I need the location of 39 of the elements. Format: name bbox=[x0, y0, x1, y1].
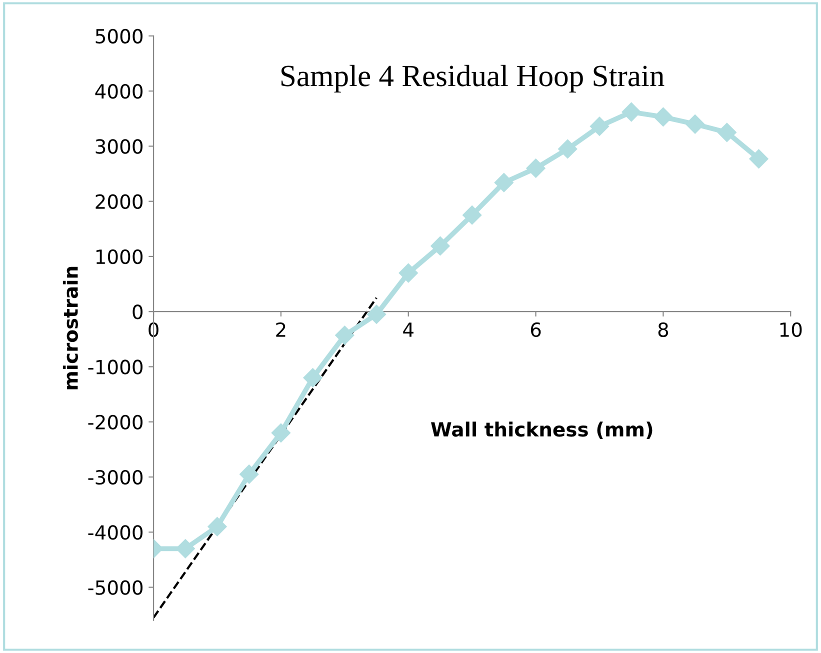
y-tick-label: -5000 bbox=[88, 580, 143, 595]
y-tick-label: -4000 bbox=[88, 525, 143, 540]
point bbox=[717, 122, 736, 142]
point bbox=[208, 517, 227, 536]
y-tick-label: 0 bbox=[132, 304, 143, 320]
y-axis-title: microstrain bbox=[62, 266, 78, 390]
point bbox=[622, 102, 641, 122]
x-axis-title: Wall thickness (mm) bbox=[431, 422, 652, 439]
y-tick-label: 2000 bbox=[96, 194, 143, 209]
y-tick-label: 3000 bbox=[96, 139, 143, 154]
x-tick-label: 4 bbox=[403, 322, 414, 337]
y-tick-label: 5000 bbox=[96, 28, 143, 44]
y-tick-label: 4000 bbox=[95, 84, 143, 99]
x-tick-label: 10 bbox=[780, 322, 802, 338]
point bbox=[430, 236, 450, 256]
point bbox=[749, 149, 768, 168]
x-tick-label: 0 bbox=[148, 322, 158, 338]
point bbox=[590, 116, 610, 136]
point bbox=[240, 464, 259, 484]
point bbox=[654, 107, 673, 126]
y-tick-label: -3000 bbox=[88, 470, 143, 485]
point bbox=[398, 263, 418, 283]
point bbox=[176, 539, 195, 558]
point bbox=[335, 326, 354, 345]
x-tick-label: 8 bbox=[658, 322, 668, 338]
point bbox=[271, 423, 290, 442]
y-tick-label: -2000 bbox=[88, 414, 143, 430]
point bbox=[494, 173, 514, 192]
point bbox=[686, 114, 705, 134]
x-tick-label: 2 bbox=[276, 322, 286, 337]
point bbox=[303, 368, 322, 388]
y-tick-label: -1000 bbox=[88, 360, 143, 374]
text: Sample 4 Residual Hoop Strain bbox=[281, 64, 664, 93]
point bbox=[558, 139, 578, 158]
point bbox=[526, 158, 546, 178]
point bbox=[462, 206, 482, 225]
x-tick-label: 6 bbox=[530, 322, 541, 338]
y-tick-label: 1000 bbox=[96, 249, 143, 264]
point bbox=[366, 304, 386, 324]
